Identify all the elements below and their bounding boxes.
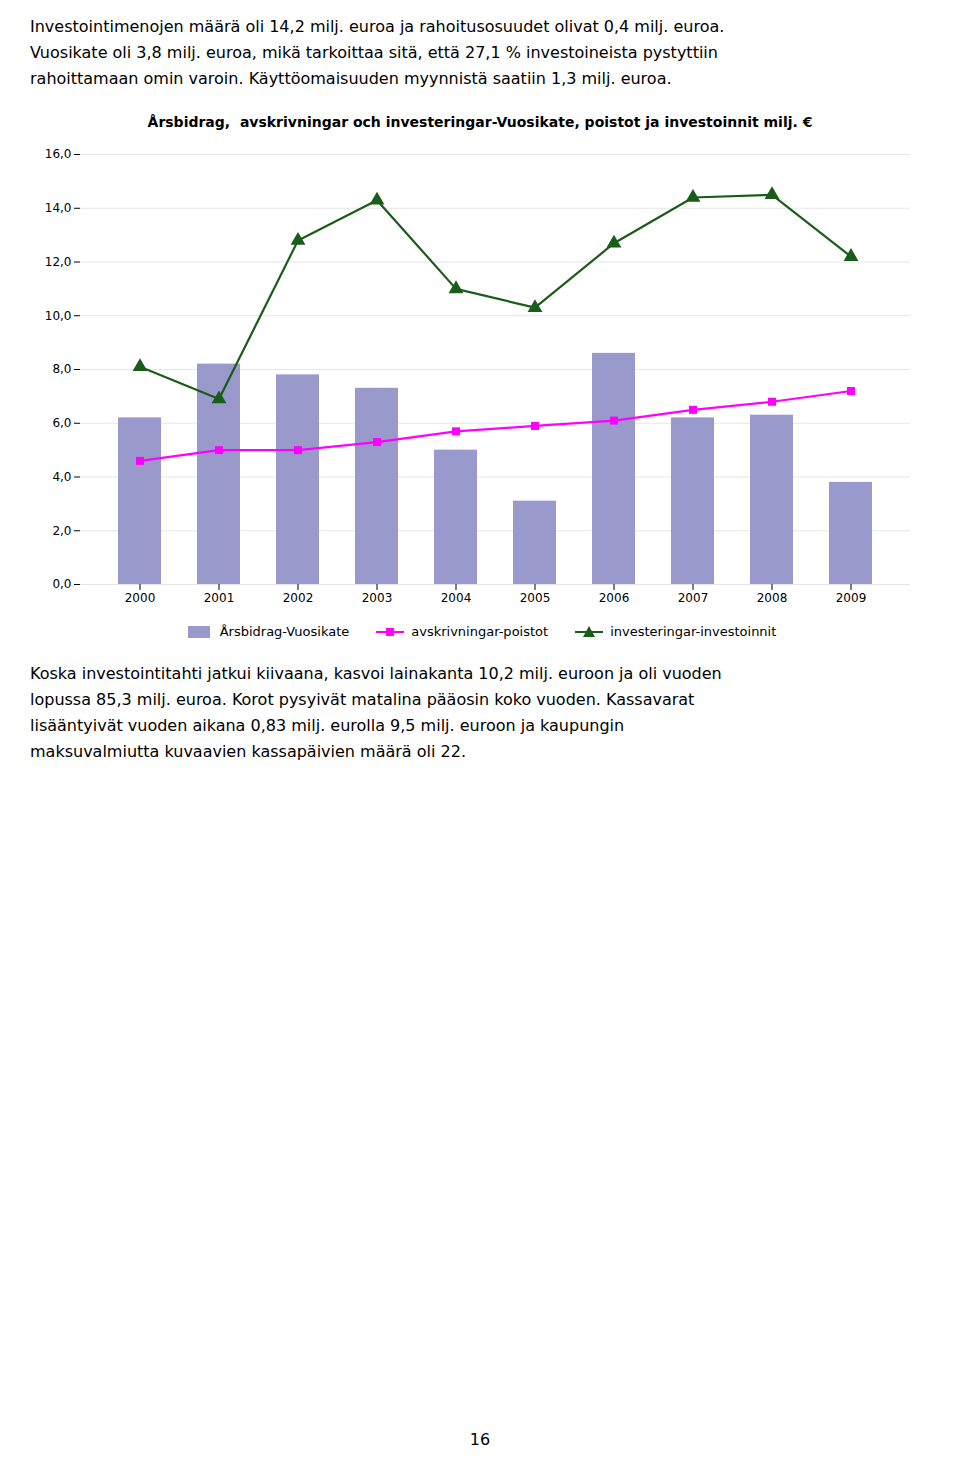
svg-text:2009: 2009: [836, 591, 867, 605]
svg-text:2000: 2000: [125, 591, 156, 605]
html-text:lopussa 85,3 milj. euroa. Koro: lopussa 85,3 milj. euroa. Korot pysyivät…: [30, 690, 695, 709]
svg-text:2007: 2007: [678, 591, 709, 605]
svg-text:2008: 2008: [757, 591, 788, 605]
html-text:Investointimenojen määrä oli 1: Investointimenojen määrä oli 14,2 milj. …: [30, 17, 725, 36]
svg-text:14,0: 14,0: [45, 201, 72, 215]
svg-text:12,0: 12,0: [45, 255, 72, 269]
svg-text:0,0: 0,0: [52, 577, 71, 591]
html-text:Vuosikate oli 3,8 milj. euroa,: Vuosikate oli 3,8 milj. euroa, mikä tark…: [30, 43, 718, 62]
svg-text:2005: 2005: [520, 591, 551, 605]
html-text:rahoittamaan omin varoin. Käyt: rahoittamaan omin varoin. Käyttöomaisuud…: [30, 69, 672, 88]
html-text:maksuvalmiutta kuvaavien kassa: maksuvalmiutta kuvaavien kassapäivien mä…: [30, 742, 466, 761]
svg-text:2001: 2001: [204, 591, 235, 605]
svg-text:2,0: 2,0: [52, 524, 71, 538]
svg-text:6,0: 6,0: [52, 416, 71, 430]
html-text:Årsbidrag-Vuosikate: Årsbidrag-Vuosikate: [219, 624, 350, 639]
svg-text:2002: 2002: [283, 591, 314, 605]
svg-text:16,0: 16,0: [45, 147, 72, 161]
svg-text:2006: 2006: [599, 591, 630, 605]
html-text:Koska investointitahti jatkui: Koska investointitahti jatkui kiivaana, …: [30, 664, 722, 683]
html-text:16: 16: [469, 1430, 491, 1449]
svg-text:2004: 2004: [441, 591, 472, 605]
html-text:lisääntyivät vuoden aikana 0,8: lisääntyivät vuoden aikana 0,83 milj. eu…: [30, 716, 625, 735]
html-text:investeringar-investoinnit: investeringar-investoinnit: [610, 624, 777, 639]
svg-text:8,0: 8,0: [52, 362, 71, 376]
svg-text:4,0: 4,0: [52, 470, 71, 484]
svg-text:10,0: 10,0: [45, 309, 72, 323]
svg-text:2003: 2003: [362, 591, 393, 605]
html-text:Årsbidrag, avskrivningar och i: Årsbidrag, avskrivningar och investering…: [147, 114, 813, 130]
html-text:avskrivningar-poistot: avskrivningar-poistot: [411, 624, 549, 639]
